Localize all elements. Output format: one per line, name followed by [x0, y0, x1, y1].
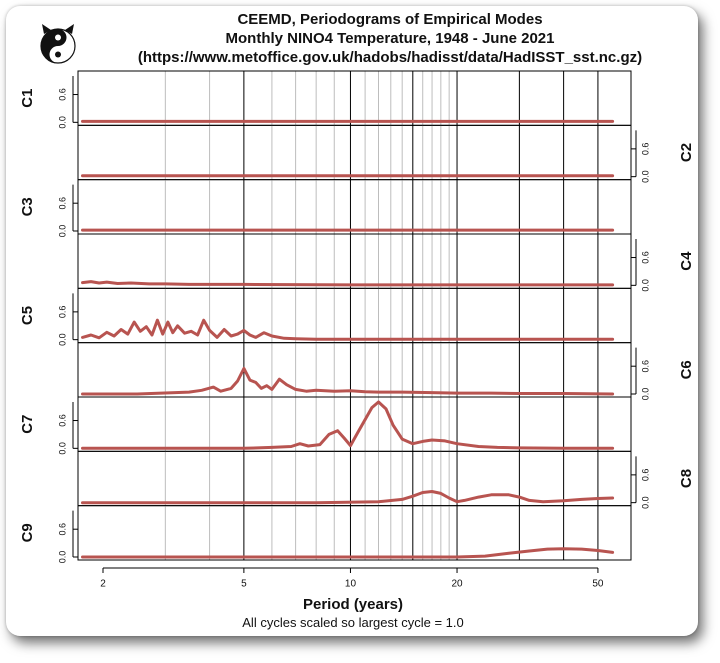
y-tick-label: 0.6 [640, 251, 650, 264]
panel-label-c7: C7 [19, 415, 36, 434]
series-line-c7 [81, 400, 615, 450]
series-line-c6 [81, 367, 615, 396]
x-tick-label: 50 [592, 579, 604, 590]
panel-frame [77, 287, 632, 344]
y-tick-label: 0.6 [640, 469, 650, 482]
x-tick-label: 20 [451, 579, 463, 590]
panel-frame [77, 124, 632, 181]
y-tick-label: 0.0 [640, 496, 650, 509]
panel-frame [77, 450, 632, 507]
series-line-c4 [81, 280, 615, 287]
y-tick-label: 0.0 [57, 225, 67, 238]
title-block: CEEMD, Periodograms of Empirical Modes M… [90, 10, 690, 67]
panel-label-c4: C4 [678, 251, 695, 271]
panel-frame [77, 70, 632, 126]
y-tick-label: 0.6 [57, 88, 67, 101]
x-tick-label: 5 [241, 579, 247, 590]
panel-label-c8: C8 [678, 469, 695, 488]
series-line-c8 [81, 490, 615, 505]
y-tick-label: 0.0 [57, 116, 67, 129]
y-tick-label: 0.6 [57, 414, 67, 427]
panel-frame [77, 179, 632, 235]
panel-label-c5: C5 [19, 306, 36, 325]
panel-frame [77, 342, 632, 398]
panel-frame [77, 233, 632, 289]
x-tick-label: 10 [345, 579, 357, 590]
panel-label-c1: C1 [19, 89, 36, 108]
y-tick-label: 0.6 [640, 143, 650, 156]
y-tick-label: 0.0 [640, 279, 650, 292]
panel-frame [77, 396, 632, 452]
y-tick-label: 0.0 [640, 388, 650, 401]
series-line-c5 [81, 318, 615, 341]
series-line-c9 [81, 547, 615, 559]
chart-title: CEEMD, Periodograms of Empirical Modes [237, 11, 543, 28]
y-tick-label: 0.0 [640, 170, 650, 183]
chart-subtitle: Monthly NINO4 Temperature, 1948 - June 2… [225, 30, 555, 47]
panel-label-c3: C3 [19, 197, 36, 216]
y-tick-label: 0.6 [57, 523, 67, 536]
chart-card [6, 6, 698, 636]
panel-label-c6: C6 [678, 360, 695, 379]
y-tick-label: 0.0 [57, 551, 67, 564]
x-tick-label: 2 [100, 579, 106, 590]
yin-yang-cat-logo [36, 22, 80, 71]
panel-frame [77, 505, 632, 561]
y-tick-label: 0.6 [640, 360, 650, 373]
y-tick-label: 0.6 [57, 306, 67, 319]
y-tick-label: 0.6 [57, 197, 67, 210]
panel-label-c9: C9 [19, 523, 36, 542]
panel-label-c2: C2 [678, 143, 695, 162]
x-axis-title: Period (years) [302, 596, 404, 613]
scaling-note: All cycles scaled so largest cycle = 1.0 [242, 615, 464, 630]
y-tick-label: 0.0 [57, 333, 67, 346]
chart-source: (https://www.metoffice.gov.uk/hadobs/had… [137, 49, 643, 66]
y-tick-label: 0.0 [57, 442, 67, 455]
